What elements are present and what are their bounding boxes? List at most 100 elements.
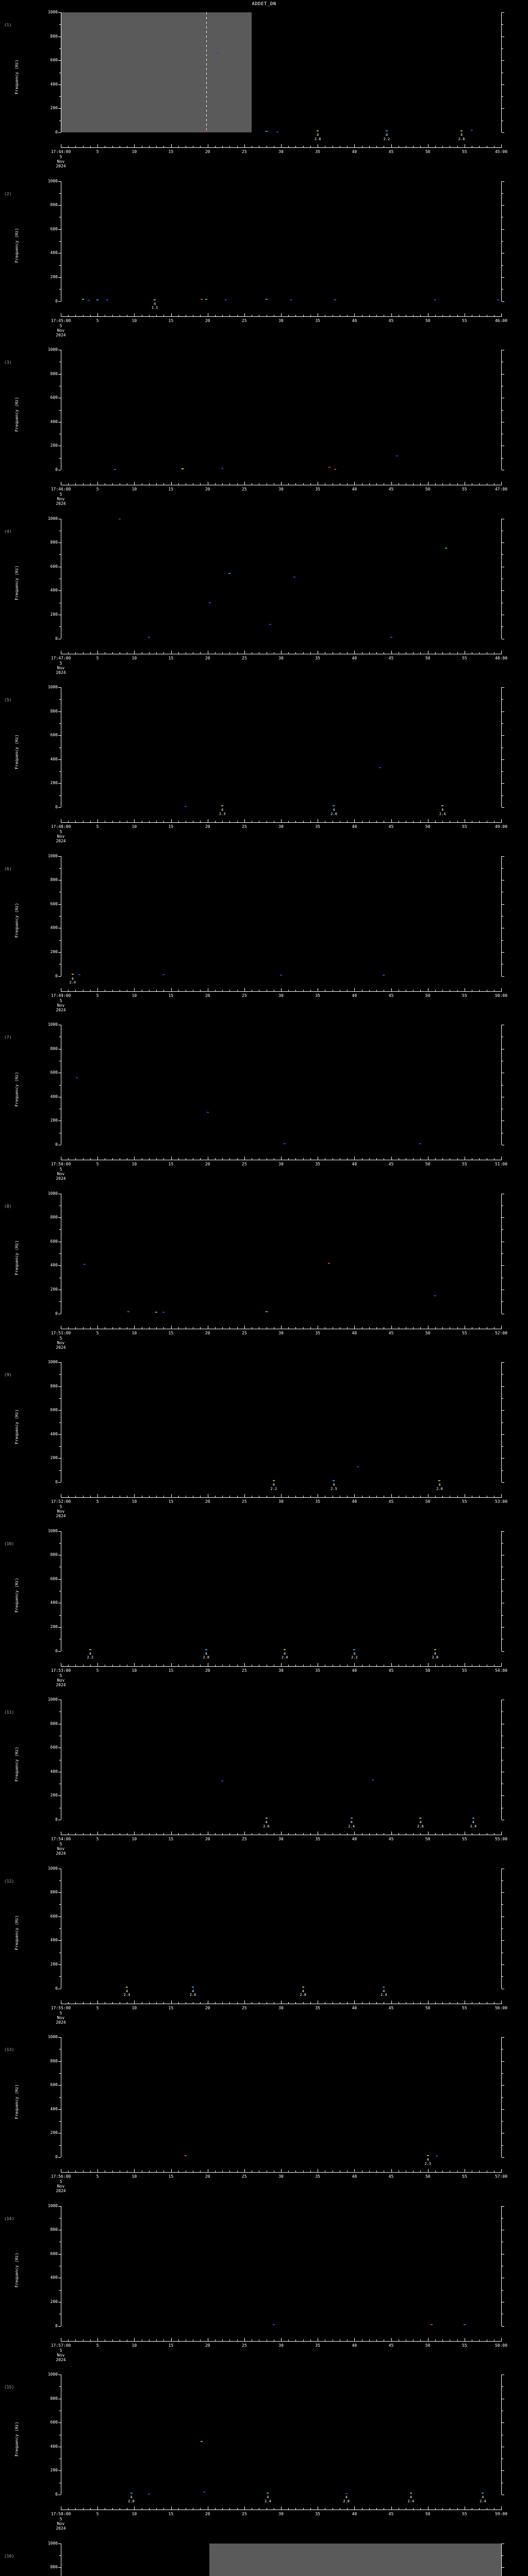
x-axis-tick [134,482,135,485]
x-axis-tick-label: 40 [352,487,357,492]
y-axis-tick-label: 200 [50,1455,58,1461]
x-axis-tick [295,1158,296,1160]
x-axis-tick [435,2002,436,2004]
x-axis-tick [229,1327,230,1329]
annotation-value: 2.4 [380,1993,387,1997]
y-axis-minor-tick-right [502,1543,503,1544]
x-axis-tick [369,1833,370,1835]
detection-mark [327,1262,330,1264]
detection-mark [217,53,219,54]
x-axis-line [61,991,502,992]
detection-mark [265,299,268,300]
x-axis-tick [413,483,414,485]
x-axis-tick [237,1158,238,1160]
x-axis-tick [229,1158,230,1160]
y-axis-major-tick [58,229,61,230]
x-axis-tick-label: 20 [205,1330,210,1335]
x-axis-tick-label: 40 [352,1668,357,1673]
annotation-count: 4 [333,1483,335,1487]
y-axis-spine-right [501,856,502,976]
detection-mark [96,299,99,300]
detection-mark [192,1986,194,1988]
y-axis-spine-right [501,518,502,639]
y-axis-minor-tick [59,2555,61,2556]
x-axis-tick [75,483,76,485]
x-axis-start-label: 17:54:00 [51,1837,71,1841]
x-axis-tick [435,652,436,654]
x-axis-tick [134,650,135,654]
detection-mark [265,1311,268,1313]
y-axis-major-tick [58,1531,61,1532]
x-axis-tick-label: 25 [242,1837,247,1841]
x-axis-tick [310,2002,311,2004]
x-axis-tick [148,652,150,654]
y-axis-minor-tick [59,1615,61,1616]
x-axis-tick-label: 15 [168,2512,174,2516]
panel-number: (9) [4,1372,12,1377]
annotation-count: 4 [265,1820,268,1824]
x-axis-tick-label: 50 [425,318,431,323]
y-axis-major-tick [58,1626,61,1628]
y-axis-tick-label: 400 [50,1263,58,1268]
x-axis-tick [391,482,392,485]
x-axis-tick [171,1832,172,1835]
x-axis-tick [281,1325,282,1329]
panel-number: (11) [4,1710,14,1715]
y-axis-major-tick-right [502,1892,504,1893]
y-axis-tick-label: 600 [50,564,58,569]
y-axis-tick-label: 0 [55,298,58,303]
x-axis-tick [229,314,230,316]
y-axis-major-tick [58,687,61,688]
x-axis-tick-label: 50 [425,1499,431,1504]
x-axis-tick [171,2000,172,2004]
x-axis-tick [163,1327,164,1329]
date-stamp-line-0: 5 [59,2517,62,2521]
date-stamp-line-0: 5 [59,829,62,834]
y-axis-title: Frequency (Hz) [14,2421,19,2456]
x-axis-tick-label: 50 [425,2005,431,2010]
date-stamp-line-2: 2024 [56,2189,66,2193]
x-axis-tick [237,2508,238,2510]
date-stamp-line-1: Nov [57,2352,65,2358]
date-stamp-line-1: Nov [57,328,65,333]
x-axis-tick-label: 15 [168,2005,174,2010]
x-axis-tick [134,1325,135,1329]
y-axis-minor-tick-right [502,1374,503,1375]
x-axis-tick [420,1664,421,1666]
x-axis-tick [75,652,76,654]
x-axis-tick-label: 15 [168,487,174,492]
x-axis-tick-label: 35 [315,824,320,829]
x-axis-tick [391,144,392,147]
y-axis-major-tick [58,1651,61,1652]
annotation-value: 2.8 [458,137,465,141]
annotation-count: 4 [317,133,319,137]
x-axis-tick-label: 50 [425,2512,431,2516]
x-axis-tick [229,989,230,991]
annotation-value: 2.2 [351,1655,358,1659]
x-axis-tick [75,1158,76,1160]
x-axis-tick [200,1833,201,1835]
x-axis-tick [369,483,370,485]
x-axis-tick [237,1496,238,1497]
x-axis-tick-label: 45 [388,655,394,660]
x-axis-tick [214,1158,216,1160]
detection-mark [357,1466,359,1467]
y-axis-major-tick [58,1458,61,1459]
y-axis-spine-right [501,350,502,470]
x-axis-tick [479,2339,480,2341]
annotation-value: 2.4 [407,2499,415,2503]
x-axis-tick-label: 30 [278,1837,284,1841]
annotation-value: 2.8 [300,1993,307,1997]
x-axis-tick-label: 20 [205,1668,210,1673]
x-axis-tick [222,314,223,316]
x-axis-tick [112,652,113,654]
x-axis-tick [413,2171,414,2172]
y-axis-title: Frequency (Hz) [14,1240,19,1275]
y-axis-major-tick-right [502,1579,504,1580]
x-axis-tick [288,483,289,485]
x-axis-tick-label: 20 [205,318,210,323]
x-axis-tick [222,2002,223,2004]
x-axis-tick [376,652,377,654]
x-axis-tick-label: 30 [278,1499,284,1504]
detection-mark [345,2493,348,2494]
